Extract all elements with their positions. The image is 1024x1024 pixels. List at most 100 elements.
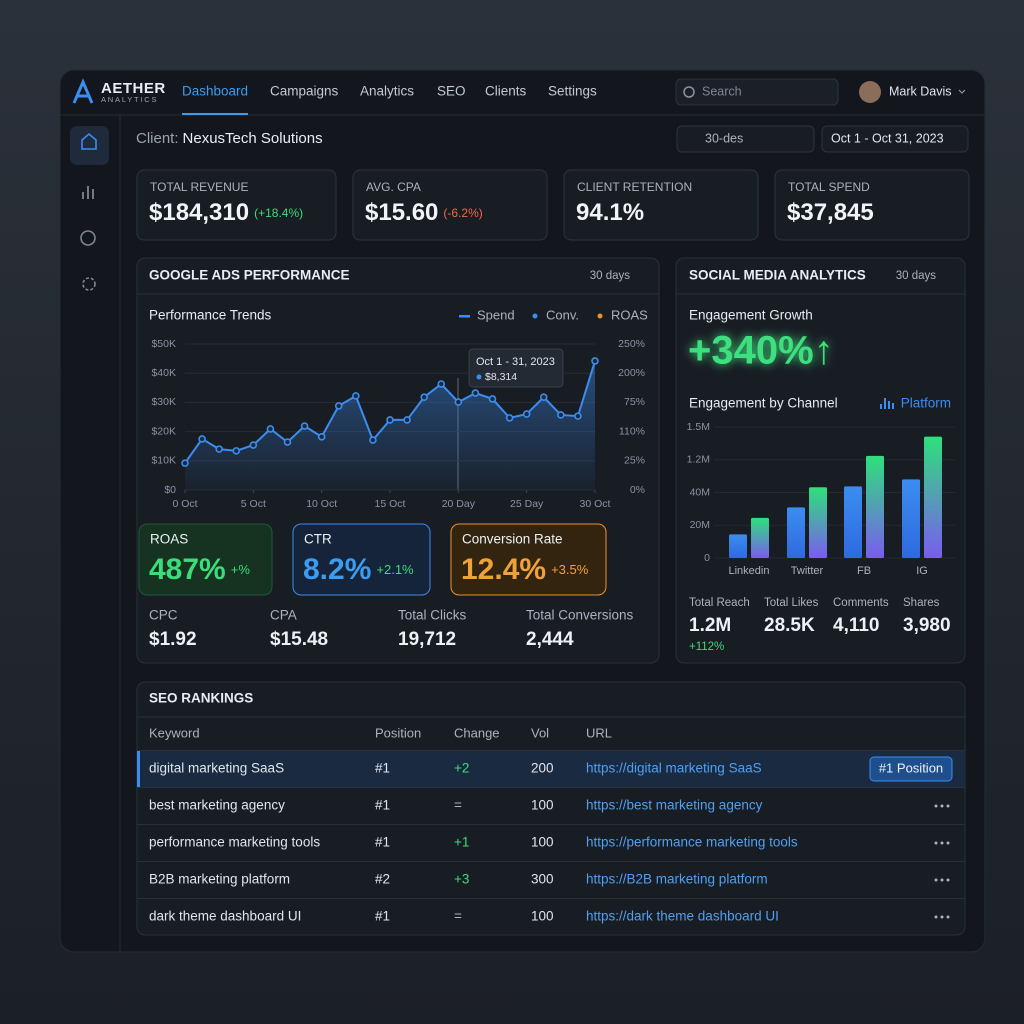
cell[interactable]: https://digital marketing SaaS [586, 761, 762, 776]
y-tick-label: 1.2M [687, 454, 710, 466]
point [539, 393, 548, 401]
kpi-label: AVG. CPA [366, 180, 421, 194]
y-tick-label: 1.5M [687, 421, 710, 433]
point [420, 393, 428, 401]
sidebar-active[interactable] [70, 126, 109, 165]
bar [729, 534, 747, 558]
cell: +1 [454, 835, 469, 850]
chart-icon[interactable] [82, 186, 94, 199]
filter[interactable] [676, 125, 815, 153]
point [266, 425, 275, 433]
brand-sub: ANALYTICS [101, 95, 158, 104]
panel-title: SOCIAL MEDIA ANALYTICS [689, 268, 866, 283]
cell[interactable]: https://best marketing agency [586, 798, 763, 813]
home-icon[interactable] [81, 132, 97, 150]
kpi-change: (-6.2%) [443, 206, 482, 220]
channel-filter: Platform [901, 396, 951, 411]
avatar[interactable] [859, 81, 881, 103]
y-tick-label: $30K [151, 396, 176, 408]
bar [787, 507, 805, 558]
channel-title: Engagement by Channel [689, 396, 838, 411]
stat-value: 1.2M [689, 615, 731, 636]
stat-value: $15.48 [270, 629, 328, 650]
point [437, 380, 446, 388]
brand-name: AETHER [101, 80, 166, 97]
badge-text: #1 Position [879, 760, 943, 775]
kpi-label: TOTAL REVENUE [150, 180, 248, 194]
metric-card [292, 523, 431, 596]
nav-item[interactable]: Analytics [360, 84, 414, 99]
cell: digital marketing SaaS [149, 761, 284, 776]
kpi-number: 94.1% [576, 199, 644, 226]
metric-card [450, 523, 607, 596]
settings-icon[interactable] [82, 277, 96, 291]
more-dot [940, 804, 944, 808]
point [403, 416, 411, 424]
x-tick-label: 10 Oct [306, 498, 337, 510]
kpi-number: $15.60 [365, 199, 438, 226]
y2-tick-label: 75% [624, 396, 645, 408]
bar [902, 479, 920, 558]
more-dot [940, 841, 944, 845]
metric-label: Conversion Rate [462, 532, 563, 547]
column-header: Change [454, 725, 500, 740]
metric-change: +% [231, 562, 251, 577]
filter[interactable] [821, 125, 969, 153]
legend-swatch [459, 315, 470, 318]
kpi-number: $37,845 [787, 199, 874, 226]
y-tick-label: $40K [151, 367, 176, 379]
y2-tick-label: 200% [618, 367, 645, 379]
cell: dark theme dashboard UI [149, 909, 301, 924]
cell: #1 [375, 835, 390, 850]
nav-item[interactable]: Clients [485, 84, 527, 99]
tooltip [468, 348, 564, 388]
nav-item[interactable]: Dashboard [182, 84, 248, 99]
column-header: URL [586, 725, 612, 740]
kpi-value: 94.1% [576, 199, 644, 226]
y2-tick-label: 250% [618, 338, 645, 350]
nav-item[interactable]: SEO [437, 84, 466, 99]
client-name: NexusTech Solutions [183, 130, 323, 147]
column-header: Vol [531, 725, 549, 740]
cell[interactable]: https://B2B marketing platform [586, 872, 768, 887]
point [300, 422, 309, 430]
y-tick-label: 0 [704, 552, 710, 564]
point [488, 395, 497, 403]
tooltip-dot [476, 374, 482, 380]
analytics-icon[interactable] [80, 230, 96, 246]
cell: performance marketing tools [149, 835, 320, 850]
cell[interactable]: https://performance marketing tools [586, 835, 798, 850]
point [471, 389, 480, 397]
more-dot [934, 841, 938, 845]
column-header: Keyword [149, 725, 200, 740]
badge [869, 756, 953, 782]
filter-text: Oct 1 - Oct 31, 2023 [831, 131, 944, 145]
cell: = [454, 798, 462, 813]
metric-value: 12.4% +3.5% [461, 553, 589, 586]
cell[interactable]: https://dark theme dashboard UI [586, 909, 779, 924]
y2-tick-label: 0% [630, 484, 645, 496]
more-dot [946, 804, 950, 808]
point [557, 411, 565, 419]
cell: #1 [375, 761, 390, 776]
nav-item[interactable]: Settings [548, 84, 597, 99]
metric-number: 12.4% [461, 553, 546, 586]
stat-label: Total Conversions [526, 608, 634, 623]
point [249, 441, 258, 449]
y-tick-label: $10K [151, 455, 176, 467]
filter-text: 30-des [705, 131, 743, 145]
client: Client: NexusTech Solutions [136, 130, 323, 147]
search-box[interactable] [675, 78, 839, 106]
cell: 100 [531, 909, 554, 924]
more-dot [940, 915, 944, 919]
bar [809, 487, 827, 558]
point [522, 410, 531, 418]
x-tick-label: 0 Oct [172, 498, 197, 510]
cell: #1 [375, 798, 390, 813]
stat-label: CPA [270, 608, 297, 623]
column-header: Position [375, 725, 421, 740]
y-tick-label: $20K [151, 425, 176, 437]
kpi-card [136, 169, 337, 241]
platform-icon [880, 398, 894, 409]
nav-item[interactable]: Campaigns [270, 84, 339, 99]
